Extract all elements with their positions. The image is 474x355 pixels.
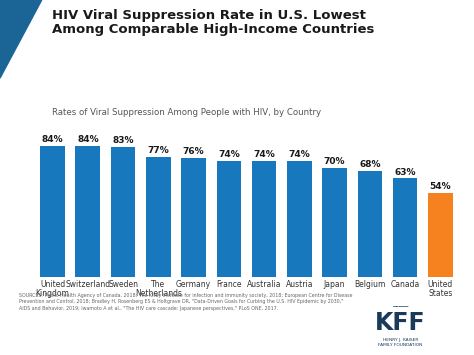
Bar (111, 147, 136, 277)
Text: ─────: ───── (392, 305, 409, 310)
Bar (181, 158, 206, 277)
Bar (322, 168, 347, 277)
Bar (40, 146, 65, 277)
Text: 76%: 76% (183, 147, 204, 156)
Bar (75, 146, 100, 277)
Text: HENRY J. KAISER
FAMILY FOUNDATION: HENRY J. KAISER FAMILY FOUNDATION (378, 338, 423, 347)
Bar (217, 161, 241, 277)
Text: 68%: 68% (359, 160, 381, 169)
Text: HIV Viral Suppression Rate in U.S. Lowest
Among Comparable High-Income Countries: HIV Viral Suppression Rate in U.S. Lowes… (52, 9, 374, 36)
Text: 83%: 83% (112, 136, 134, 146)
Text: SOURCES: Public Health Agency of Canada, 2018; The Kirby Institute for infection: SOURCES: Public Health Agency of Canada,… (19, 293, 353, 311)
Text: 63%: 63% (394, 168, 416, 177)
Text: 70%: 70% (324, 157, 346, 166)
Text: 84%: 84% (42, 135, 64, 144)
Text: 84%: 84% (77, 135, 99, 144)
Text: 77%: 77% (147, 146, 169, 155)
Bar (252, 161, 276, 277)
Text: 74%: 74% (253, 151, 275, 159)
Text: 74%: 74% (289, 151, 310, 159)
Bar (393, 179, 418, 277)
Text: Rates of Viral Suppression Among People with HIV, by Country: Rates of Viral Suppression Among People … (52, 108, 321, 117)
Bar (146, 157, 171, 277)
Text: 54%: 54% (429, 182, 451, 191)
Text: KFF: KFF (375, 311, 426, 335)
Text: 74%: 74% (218, 151, 240, 159)
Bar (287, 161, 312, 277)
Bar (428, 192, 453, 277)
Bar (357, 171, 382, 277)
